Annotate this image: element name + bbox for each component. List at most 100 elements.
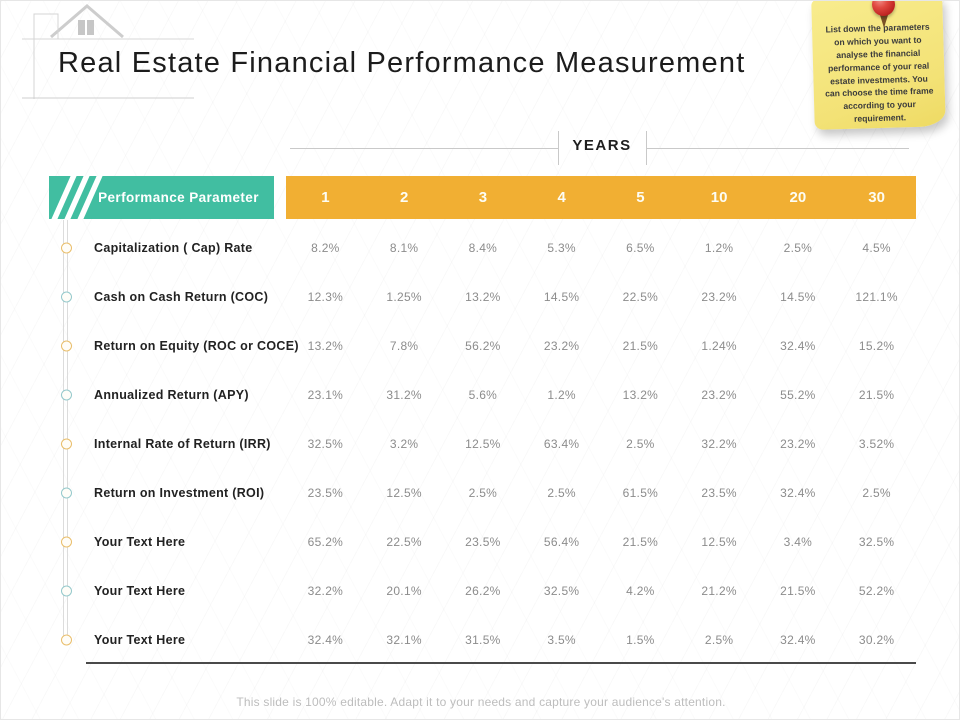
row-connector-line (63, 220, 68, 640)
value-cell: 32.4% (780, 338, 816, 353)
param-header: Performance Parameter (49, 176, 274, 219)
value-cell: 8.4% (468, 240, 498, 255)
value-cell: 23.2% (780, 436, 816, 451)
year-column-header: 20 (789, 189, 807, 206)
value-cell: 52.2% (858, 583, 895, 598)
value-cell: 2.5% (862, 485, 891, 500)
row-values: 32.5% 3.2% 12.5% 63.4% 2.5% 32.2% 23.2% 3.52% (286, 437, 916, 451)
value-cell: 6.5% (626, 240, 655, 255)
value-cell: 8.1% (389, 240, 419, 255)
value-cell: 23.1% (307, 387, 344, 402)
value-cell: 2.5% (626, 436, 655, 451)
value-cell: 23.2% (543, 338, 580, 353)
value-cell: 13.2% (307, 338, 344, 353)
table-row: Capitalization ( Cap) Rate 8.2% 8.1% 8.4% 5… (56, 223, 916, 272)
year-column-header: 5 (636, 189, 645, 206)
table-row: Cash on Cash Return (COC) 12.3% 1.25% 13.2… (56, 272, 916, 321)
row-label: Your Text Here (94, 534, 186, 549)
page-title: Real Estate Financial Performance Measur… (58, 47, 746, 79)
year-column-header: 2 (399, 189, 409, 206)
house-icon (22, 4, 194, 99)
footer-text: This slide is 100% editable. Adapt it to… (236, 695, 726, 709)
value-cell: 5.3% (547, 240, 576, 255)
row-bullet-icon (61, 438, 72, 449)
year-column-header: 3 (478, 189, 488, 206)
row-values: 13.2% 7.8% 56.2% 23.2% 21.5% 1.24% 32.4% 15.2% (286, 339, 916, 353)
value-cell: 56.4% (543, 534, 580, 549)
row-bullet-icon (61, 585, 72, 596)
value-cell: 63.4% (543, 436, 580, 451)
value-cell: 1.2% (704, 240, 734, 255)
row-label: Return on Investment (ROI) (94, 485, 265, 500)
value-cell: 21.2% (701, 583, 737, 598)
value-cell: 4.5% (862, 240, 891, 255)
value-cell: 22.5% (622, 289, 659, 304)
value-cell: 1.25% (386, 289, 422, 304)
sticky-note-text: List down the parameters on which you wa… (824, 21, 934, 124)
table-row: Your Text Here 32.4% 32.1% 31.5% 3.5% 1.5% 2.… (56, 615, 916, 664)
table-row: Internal Rate of Return (IRR) 32.5% 3.2% 1… (56, 419, 916, 468)
value-cell: 3.2% (389, 436, 419, 451)
row-label: Your Text Here (94, 632, 186, 647)
table-row: Return on Equity (ROC or COCE) 13.2% 7.8%… (56, 321, 916, 370)
year-column-header: 1 (321, 189, 330, 206)
years-axis: YEARS (1, 129, 959, 167)
value-cell: 20.1% (386, 583, 422, 598)
row-bullet-icon (61, 291, 72, 302)
param-header-label: Performance Parameter (98, 190, 259, 205)
sticky-note: List down the parameters on which you wa… (811, 1, 946, 130)
row-values: 8.2% 8.1% 8.4% 5.3% 6.5% 1.2% 2.5% 4.5% (286, 241, 916, 255)
row-label: Return on Equity (ROC or COCE) (94, 338, 299, 353)
years-header-row: 1 2 3 4 5 10 20 30 (286, 176, 916, 219)
value-cell: 23.5% (701, 485, 737, 500)
value-cell: 30.2% (858, 632, 895, 647)
value-cell: 21.5% (780, 583, 816, 598)
value-cell: 12.5% (465, 436, 501, 451)
table-row: Your Text Here 65.2% 22.5% 23.5% 56.4% 21.5%… (56, 517, 916, 566)
value-cell: 61.5% (622, 485, 659, 500)
table-row: Return on Investment (ROI) 23.5% 12.5% 2.5… (56, 468, 916, 517)
years-label: YEARS (572, 137, 632, 154)
table-bottom-line (86, 662, 916, 664)
value-cell: 2.5% (547, 485, 576, 500)
value-cell: 32.4% (780, 485, 816, 500)
row-bullet-icon (61, 536, 72, 547)
pushpin-head-icon (872, 1, 895, 16)
row-label: Cash on Cash Return (COC) (94, 289, 269, 304)
years-line-left (290, 148, 558, 149)
value-cell: 31.5% (465, 632, 501, 647)
value-cell: 56.2% (465, 338, 501, 353)
row-values: 12.3% 1.25% 13.2% 14.5% 22.5% 23.2% 14.5% 121.1… (286, 290, 916, 304)
years-line-right (647, 148, 909, 149)
value-cell: 32.2% (307, 583, 344, 598)
value-cell: 2.5% (704, 632, 734, 647)
table-row: Annualized Return (APY) 23.1% 31.2% 5.6% 1.… (56, 370, 916, 419)
value-cell: 13.2% (465, 289, 501, 304)
value-cell: 23.2% (701, 387, 737, 402)
value-cell: 21.5% (622, 534, 659, 549)
value-cell: 21.5% (622, 338, 659, 353)
row-bullet-icon (61, 634, 72, 645)
value-cell: 12.5% (386, 485, 422, 500)
year-column-header: 4 (557, 189, 566, 206)
table-row: Your Text Here 32.2% 20.1% 26.2% 32.5% 4.2% 2… (56, 566, 916, 615)
value-cell: 32.4% (780, 632, 816, 647)
row-bullet-icon (61, 487, 72, 498)
years-tick-right (646, 131, 647, 165)
value-cell: 26.2% (465, 583, 501, 598)
value-cell: 2.5% (783, 240, 813, 255)
value-cell: 1.24% (701, 338, 737, 353)
row-values: 32.4% 32.1% 31.5% 3.5% 1.5% 2.5% 32.4% 30.2% (286, 633, 916, 647)
value-cell: 121.1% (855, 289, 898, 304)
value-cell: 13.2% (622, 387, 659, 402)
value-cell: 3.5% (547, 632, 576, 647)
row-values: 23.1% 31.2% 5.6% 1.2% 13.2% 23.2% 55.2% 21.5% (286, 388, 916, 402)
value-cell: 14.5% (780, 289, 816, 304)
value-cell: 32.1% (386, 632, 422, 647)
value-cell: 32.5% (307, 436, 344, 451)
value-cell: 55.2% (780, 387, 816, 402)
value-cell: 21.5% (858, 387, 895, 402)
row-label: Internal Rate of Return (IRR) (94, 436, 271, 451)
value-cell: 1.2% (547, 387, 576, 402)
value-cell: 23.2% (701, 289, 737, 304)
